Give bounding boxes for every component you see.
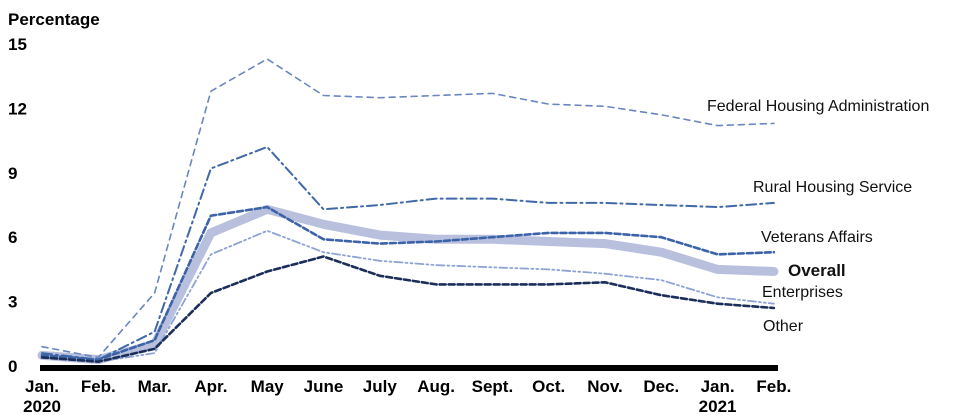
series-labels: Federal Housing Administration Rural Hous… — [707, 98, 929, 335]
x-tick-label: Feb. — [756, 377, 791, 396]
y-tick-label: 3 — [8, 293, 17, 312]
series-label-enterprises: Enterprises — [762, 284, 843, 301]
x-tick-label: Dec. — [643, 377, 679, 396]
x-tick-label: Oct. — [532, 377, 565, 396]
series-line-veterans-affairs — [40, 205, 776, 361]
series-label-other: Other — [763, 318, 804, 335]
y-tick-label: 15 — [8, 35, 27, 54]
y-axis-title: Percentage — [8, 10, 100, 29]
y-axis-ticks: 0 3 6 9 12 15 — [8, 35, 27, 376]
x-year-label: 2021 — [699, 397, 737, 415]
series-line-enterprises — [41, 229, 775, 363]
x-axis-line — [40, 365, 778, 371]
x-tick-label: Aug. — [417, 377, 455, 396]
x-tick-label: Feb. — [81, 377, 116, 396]
x-tick-label: Sept. — [472, 377, 514, 396]
series-line-overall — [37, 204, 779, 365]
series-label-rural-housing-service: Rural Housing Service — [753, 179, 912, 196]
x-axis-ticks: Jan. Feb. Mar. Apr. May June July Aug. Sept. Oct.… — [23, 377, 791, 415]
x-tick-label: Mar. — [138, 377, 172, 396]
x-tick-label: Apr. — [194, 377, 227, 396]
x-tick-label: Nov. — [587, 377, 623, 396]
series-line-rural-housing-service — [41, 146, 775, 361]
y-tick-label: 6 — [8, 228, 17, 247]
series-label-federal-housing-administration: Federal Housing Administration — [707, 98, 929, 115]
series-label-overall: Overall — [788, 261, 846, 280]
x-year-label: 2020 — [23, 397, 61, 415]
y-tick-label: 12 — [8, 99, 27, 118]
x-tick-label: June — [304, 377, 344, 396]
series-label-veterans-affairs: Veterans Affairs — [761, 229, 873, 246]
y-tick-label: 9 — [8, 164, 17, 183]
series-line-federal-housing-administration — [41, 58, 775, 359]
series-lines — [37, 58, 779, 365]
x-tick-label: May — [251, 377, 285, 396]
series-line-other — [40, 255, 776, 364]
y-tick-label: 0 — [8, 357, 17, 376]
x-tick-label: July — [363, 377, 398, 396]
x-tick-label: Jan. — [25, 377, 59, 396]
x-tick-label: Jan. — [701, 377, 735, 396]
